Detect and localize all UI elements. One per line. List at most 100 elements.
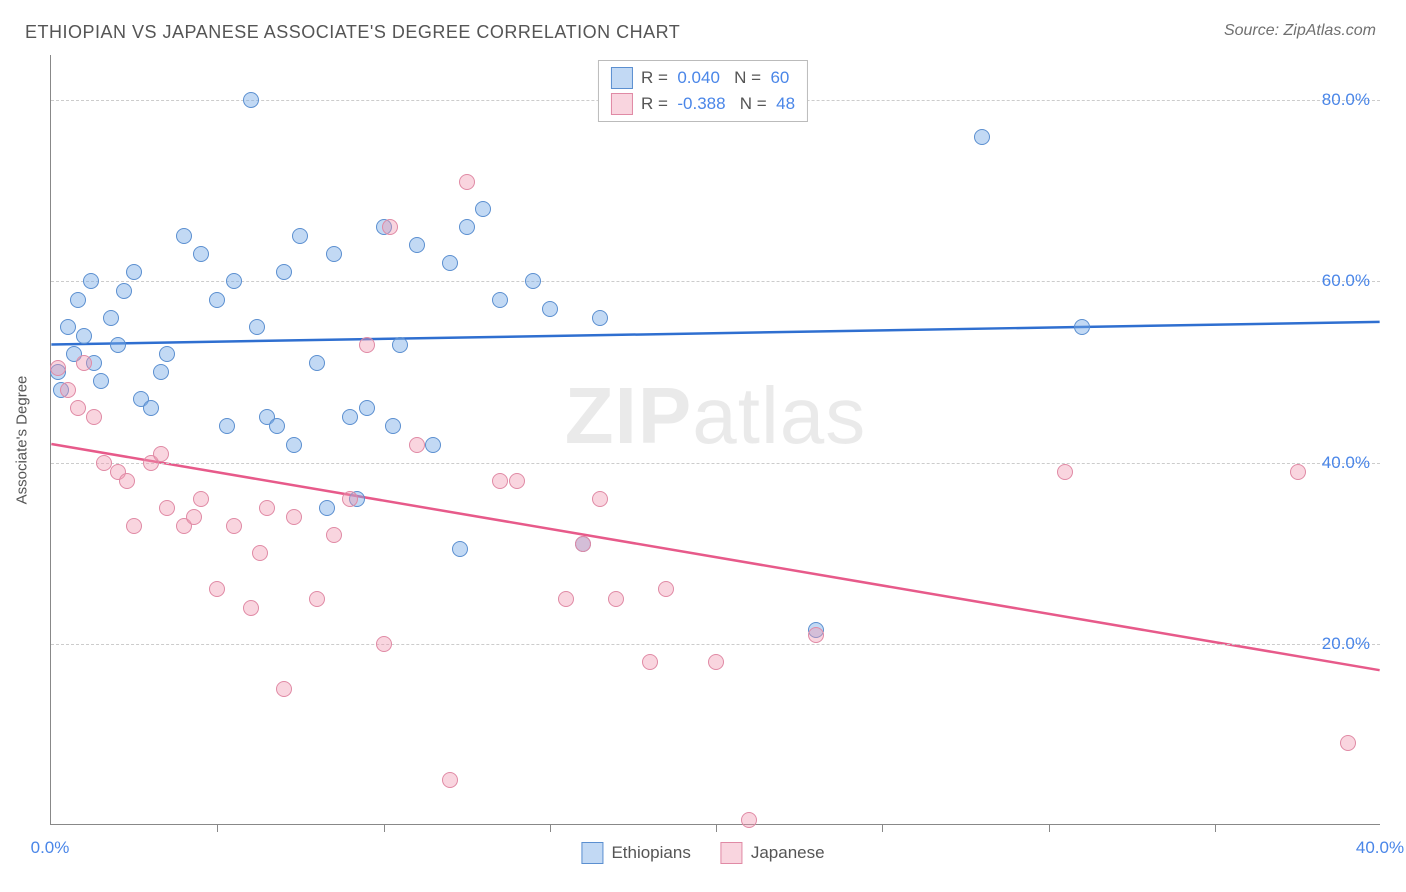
watermark: ZIPatlas — [565, 370, 866, 462]
scatter-point — [143, 400, 159, 416]
scatter-point — [176, 228, 192, 244]
scatter-point — [76, 355, 92, 371]
scatter-point — [60, 319, 76, 335]
scatter-point — [226, 273, 242, 289]
gridline — [51, 644, 1380, 645]
scatter-point — [442, 772, 458, 788]
scatter-point — [126, 264, 142, 280]
scatter-point — [126, 518, 142, 534]
scatter-point — [309, 355, 325, 371]
legend-label: Ethiopians — [611, 843, 690, 863]
scatter-point — [209, 292, 225, 308]
gridline — [51, 463, 1380, 464]
scatter-point — [741, 812, 757, 828]
scatter-point — [342, 409, 358, 425]
trend-line — [51, 444, 1379, 670]
legend-item: Ethiopians — [581, 842, 690, 864]
y-axis-label: Associate's Degree — [14, 376, 31, 505]
scatter-point — [409, 237, 425, 253]
scatter-point — [1057, 464, 1073, 480]
scatter-point — [542, 301, 558, 317]
scatter-point — [1290, 464, 1306, 480]
plot-area: ZIPatlas 20.0% 40.0% 60.0% 80.0% — [50, 55, 1380, 825]
scatter-point — [359, 400, 375, 416]
legend-swatch — [611, 67, 633, 89]
scatter-point — [159, 500, 175, 516]
scatter-point — [93, 373, 109, 389]
chart-title: ETHIOPIAN VS JAPANESE ASSOCIATE'S DEGREE… — [25, 22, 680, 43]
scatter-point — [286, 509, 302, 525]
y-tick-label: 80.0% — [1322, 90, 1370, 110]
source-label: Source: ZipAtlas.com — [1224, 22, 1376, 40]
scatter-point — [492, 292, 508, 308]
scatter-point — [86, 409, 102, 425]
scatter-point — [153, 364, 169, 380]
scatter-point — [269, 418, 285, 434]
scatter-point — [382, 219, 398, 235]
scatter-point — [60, 382, 76, 398]
x-tick-label: 40.0% — [1356, 838, 1404, 858]
x-tick — [384, 824, 385, 832]
scatter-point — [492, 473, 508, 489]
legend-swatch — [721, 842, 743, 864]
scatter-point — [209, 581, 225, 597]
scatter-point — [226, 518, 242, 534]
x-tick — [716, 824, 717, 832]
scatter-point — [153, 446, 169, 462]
scatter-point — [442, 255, 458, 271]
legend-text: R = 0.040 N = 60 — [641, 68, 789, 88]
chart-container: ETHIOPIAN VS JAPANESE ASSOCIATE'S DEGREE… — [0, 0, 1406, 892]
scatter-point — [1074, 319, 1090, 335]
scatter-point — [286, 437, 302, 453]
scatter-point — [409, 437, 425, 453]
scatter-point — [592, 491, 608, 507]
scatter-point — [243, 92, 259, 108]
correlation-legend: R = 0.040 N = 60 R = -0.388 N = 48 — [598, 60, 808, 122]
y-tick-label: 20.0% — [1322, 634, 1370, 654]
legend-row: R = -0.388 N = 48 — [611, 91, 795, 117]
scatter-point — [808, 627, 824, 643]
y-tick-label: 40.0% — [1322, 453, 1370, 473]
scatter-point — [70, 400, 86, 416]
scatter-point — [459, 219, 475, 235]
scatter-point — [425, 437, 441, 453]
scatter-point — [708, 654, 724, 670]
legend-item: Japanese — [721, 842, 825, 864]
scatter-point — [392, 337, 408, 353]
scatter-point — [326, 246, 342, 262]
scatter-point — [259, 500, 275, 516]
scatter-point — [276, 681, 292, 697]
scatter-point — [83, 273, 99, 289]
scatter-point — [575, 536, 591, 552]
scatter-point — [326, 527, 342, 543]
y-tick-label: 60.0% — [1322, 271, 1370, 291]
scatter-point — [359, 337, 375, 353]
scatter-point — [1340, 735, 1356, 751]
scatter-point — [243, 600, 259, 616]
scatter-point — [249, 319, 265, 335]
scatter-point — [385, 418, 401, 434]
scatter-point — [342, 491, 358, 507]
scatter-point — [50, 360, 66, 376]
x-tick — [1049, 824, 1050, 832]
scatter-point — [558, 591, 574, 607]
scatter-point — [608, 591, 624, 607]
x-tick — [1215, 824, 1216, 832]
scatter-point — [219, 418, 235, 434]
legend-text: R = -0.388 N = 48 — [641, 94, 795, 114]
scatter-point — [193, 491, 209, 507]
scatter-point — [186, 509, 202, 525]
x-tick — [217, 824, 218, 832]
scatter-point — [642, 654, 658, 670]
scatter-point — [525, 273, 541, 289]
series-legend: Ethiopians Japanese — [581, 842, 824, 864]
x-tick — [550, 824, 551, 832]
legend-swatch — [611, 93, 633, 115]
scatter-point — [309, 591, 325, 607]
scatter-point — [475, 201, 491, 217]
scatter-point — [592, 310, 608, 326]
scatter-point — [276, 264, 292, 280]
scatter-point — [119, 473, 135, 489]
scatter-point — [103, 310, 119, 326]
legend-swatch — [581, 842, 603, 864]
